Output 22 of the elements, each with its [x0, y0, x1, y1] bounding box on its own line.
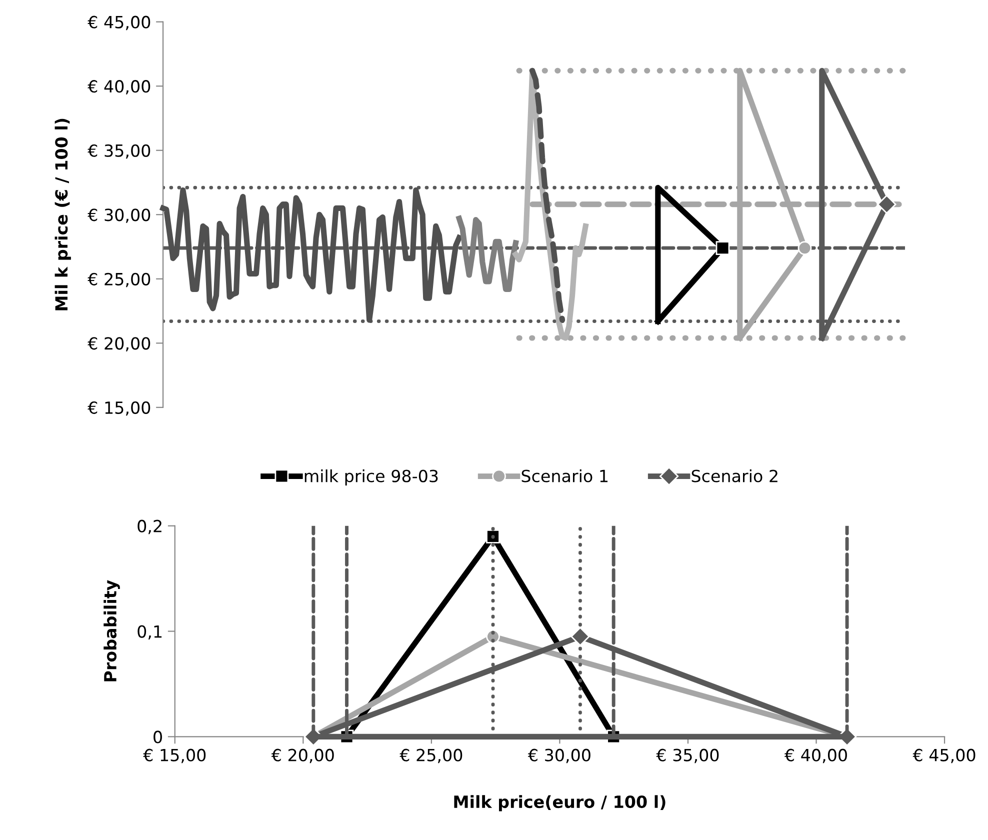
x-tick-label: € 45,00 — [912, 748, 976, 764]
x-tick-label: € 30,00 — [528, 748, 590, 764]
y-tick-label: 0,2 — [138, 520, 162, 534]
y-tick-label: € 25,00 — [88, 272, 150, 288]
x-axis-title: Milk price(euro / 100 l) — [454, 795, 666, 812]
y-tick-label: € 30,00 — [88, 208, 150, 223]
y-axis-title: Mil k price (€ / 100 l) — [54, 118, 71, 310]
y-axis-title: Probability — [104, 580, 120, 682]
x-tick-label: € 35,00 — [656, 748, 719, 764]
x-tick-label: € 25,00 — [400, 748, 462, 764]
y-tick-label: 0,1 — [138, 625, 162, 640]
y-tick-label: € 35,00 — [88, 144, 150, 159]
x-tick-label: € 40,00 — [784, 748, 847, 764]
legend-label: milk price 98-03 — [304, 469, 438, 486]
legend-label: Scenario 2 — [692, 469, 778, 482]
legend-label: Scenario 1 — [522, 469, 608, 482]
y-tick-label: € 20,00 — [88, 337, 150, 352]
y-tick-label: € 45,00 — [88, 16, 150, 30]
y-tick-label: € 15,00 — [88, 401, 150, 416]
x-tick-label: € 20,00 — [271, 748, 334, 764]
y-tick-label: 0 — [154, 730, 162, 744]
y-tick-label: € 40,00 — [88, 80, 150, 94]
